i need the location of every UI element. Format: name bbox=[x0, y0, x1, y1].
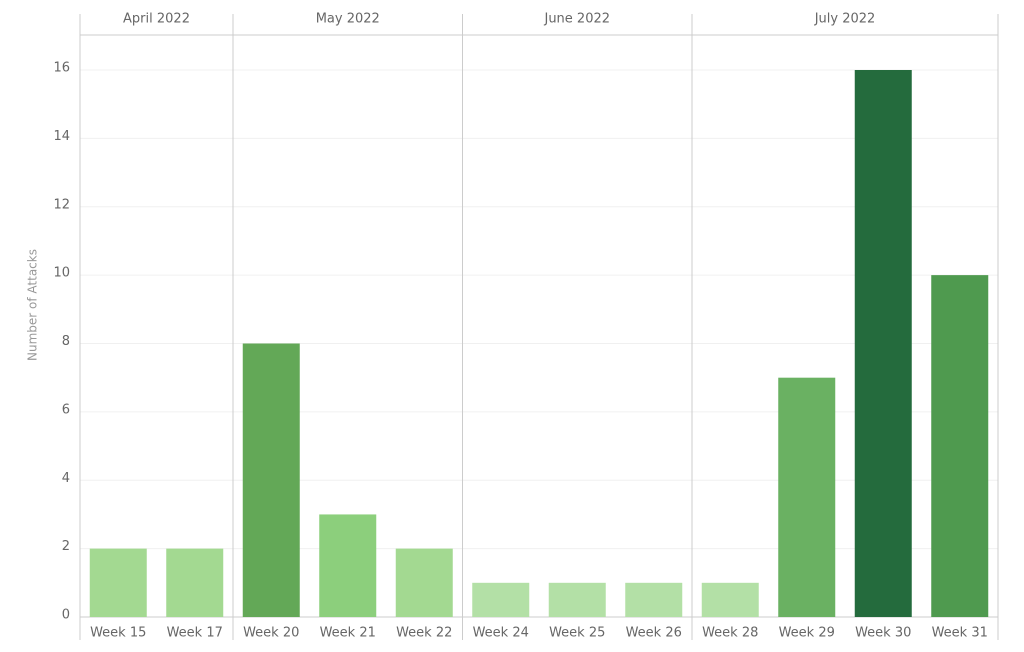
y-tick-label: 10 bbox=[53, 266, 70, 281]
x-tick-label: Week 25 bbox=[549, 626, 605, 641]
x-tick-label: Week 31 bbox=[932, 626, 988, 641]
bar bbox=[778, 377, 836, 617]
x-tick-label: Week 20 bbox=[243, 626, 299, 641]
y-tick-label: 2 bbox=[62, 539, 70, 554]
y-tick-label: 12 bbox=[53, 197, 70, 212]
bar bbox=[548, 582, 606, 617]
x-tick-label: Week 17 bbox=[167, 626, 223, 641]
bar bbox=[854, 70, 912, 617]
bar bbox=[166, 548, 224, 617]
bar bbox=[89, 548, 147, 617]
x-tick-label: Week 26 bbox=[626, 626, 682, 641]
x-tick-label: Week 29 bbox=[779, 626, 835, 641]
x-tick-label: Week 28 bbox=[702, 626, 758, 641]
bar bbox=[625, 582, 683, 617]
group-label: July 2022 bbox=[814, 12, 876, 27]
y-tick-label: 4 bbox=[62, 471, 70, 486]
x-tick-label: Week 15 bbox=[90, 626, 146, 641]
group-label: May 2022 bbox=[316, 12, 380, 27]
bar bbox=[319, 514, 377, 617]
y-tick-label: 6 bbox=[62, 402, 70, 417]
y-axis-label: Number of Attacks bbox=[26, 249, 40, 361]
x-tick-label: Week 30 bbox=[855, 626, 911, 641]
bar bbox=[242, 343, 300, 617]
y-tick-label: 0 bbox=[62, 608, 70, 623]
group-label: June 2022 bbox=[543, 12, 610, 27]
bar bbox=[931, 275, 989, 617]
x-tick-label: Week 24 bbox=[473, 626, 529, 641]
bar bbox=[472, 582, 530, 617]
y-tick-label: 8 bbox=[62, 334, 70, 349]
y-tick-label: 16 bbox=[53, 61, 70, 76]
y-tick-label: 14 bbox=[53, 129, 70, 144]
x-tick-label: Week 22 bbox=[396, 626, 452, 641]
group-label: April 2022 bbox=[123, 12, 190, 27]
bar bbox=[701, 582, 759, 617]
x-tick-label: Week 21 bbox=[320, 626, 376, 641]
bar bbox=[395, 548, 453, 617]
